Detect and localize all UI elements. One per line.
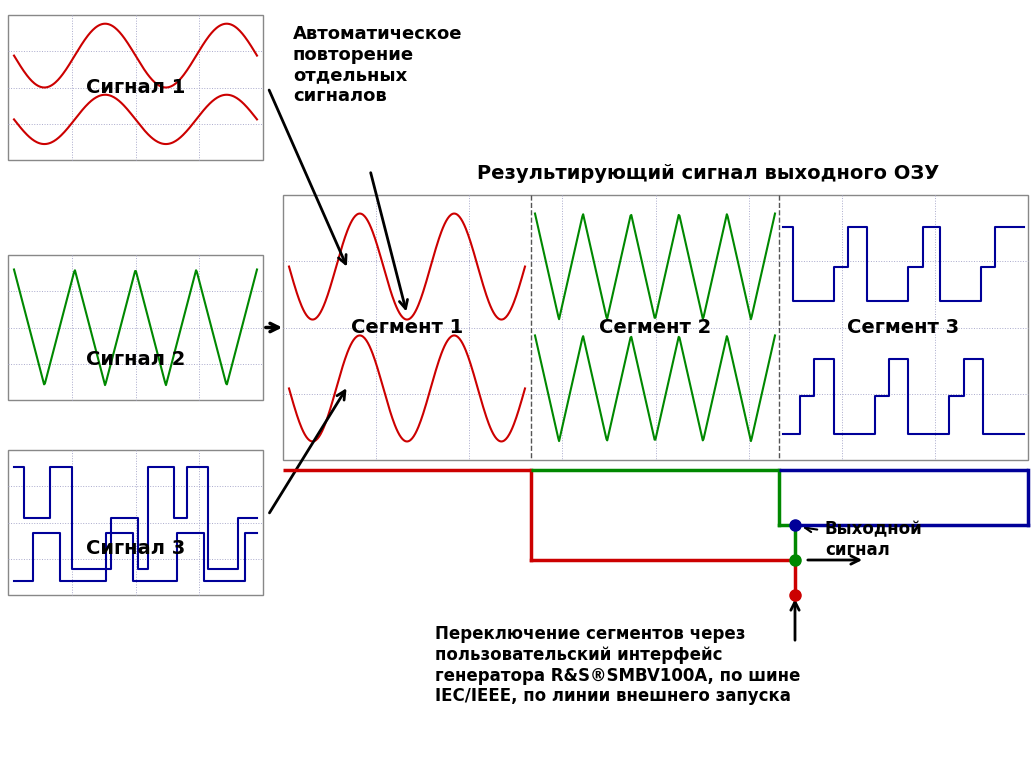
Bar	[8, 15, 263, 160]
Text: Сегмент 3: Сегмент 3	[847, 318, 959, 337]
Bar	[283, 195, 1028, 460]
Text: Сегмент 1: Сегмент 1	[351, 318, 463, 337]
Text: Результирующий сигнал выходного ОЗУ: Результирующий сигнал выходного ОЗУ	[477, 164, 939, 183]
Text: Автоматическое
повторение
отдельных
сигналов: Автоматическое повторение отдельных сигн…	[293, 25, 462, 106]
Text: Сигнал 1: Сигнал 1	[86, 78, 185, 97]
Text: Переключение сегментов через
пользовательский интерфейс
генератора R&S®SMBV100A,: Переключение сегментов через пользовател…	[435, 625, 801, 705]
Text: Сегмент 2: Сегмент 2	[599, 318, 711, 337]
Text: Сигнал 3: Сигнал 3	[86, 539, 185, 558]
Text: Сигнал 2: Сигнал 2	[86, 350, 185, 369]
Bar	[8, 255, 263, 400]
Bar	[8, 450, 263, 595]
Text: Выходной
сигнал: Выходной сигнал	[825, 520, 923, 558]
